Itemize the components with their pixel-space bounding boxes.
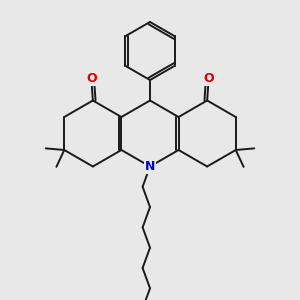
Text: N: N [145, 160, 155, 173]
Text: O: O [203, 72, 214, 86]
Text: O: O [86, 72, 97, 86]
